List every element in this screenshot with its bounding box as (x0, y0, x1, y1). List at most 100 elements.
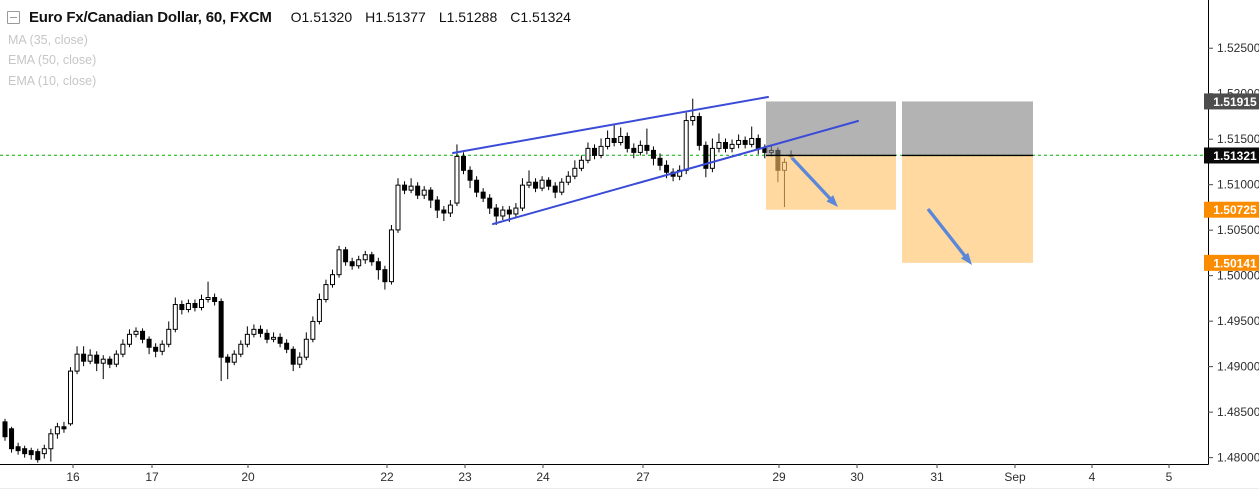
candle-down (140, 330, 146, 340)
candle-up (618, 135, 624, 143)
candle-down (487, 197, 493, 209)
down-arrow-head[interactable] (960, 252, 972, 265)
candle-down (657, 157, 663, 166)
candle-down (15, 446, 21, 452)
time-tick-label: 4 (1089, 470, 1096, 484)
candle-down (61, 426, 67, 430)
time-tick-label: 17 (145, 470, 159, 484)
candle-up (395, 184, 401, 231)
candle-up (716, 141, 722, 149)
price-tag-label: 1.50725 (1213, 203, 1257, 217)
candle-up (729, 143, 735, 149)
candle-down (375, 261, 381, 271)
risk-zone[interactable] (902, 101, 1033, 156)
candle-up (749, 137, 755, 145)
candle-down (179, 304, 185, 311)
price-tag-bg (1204, 93, 1259, 110)
candle-up (356, 259, 362, 267)
price-tick-label: 1.50500 (1217, 223, 1259, 237)
candle-up (166, 328, 172, 345)
candle-down (428, 189, 434, 201)
candle-up (244, 333, 250, 345)
open-value: O1.51320 (290, 9, 353, 25)
price-tick-label: 1.49000 (1217, 360, 1259, 374)
time-tick-label: 31 (930, 470, 944, 484)
price-tag-label: 1.51321 (1213, 149, 1257, 163)
candle-down (153, 346, 159, 352)
price-tag-bg (1204, 254, 1259, 271)
candle-up (48, 433, 54, 450)
wedge-trendlines[interactable] (452, 96, 859, 225)
candle-down (644, 144, 650, 151)
candle-up (683, 120, 689, 171)
candle-down (369, 254, 375, 263)
candle-up (447, 204, 453, 214)
candle-down (533, 181, 539, 189)
candle-up (126, 333, 132, 345)
price-tick-label: 1.51500 (1217, 132, 1259, 146)
candle-up (736, 139, 742, 145)
candle-up (559, 181, 565, 193)
candle-down (107, 358, 113, 365)
candle-down (441, 209, 447, 214)
symbol-title[interactable]: Euro Fx/Canadian Dollar, 60, FXCM (29, 8, 272, 26)
high-value: H1.51377 (365, 9, 426, 25)
price-tick-label: 1.52500 (1217, 41, 1259, 55)
candle-down (192, 303, 198, 309)
projection-boxes[interactable] (766, 101, 1033, 263)
down-arrow-head[interactable] (826, 195, 838, 207)
candle-down (35, 451, 41, 461)
down-arrow-shaft[interactable] (790, 156, 835, 204)
candle-up (388, 229, 394, 283)
candle-up (572, 167, 578, 177)
forecast-arrows[interactable] (790, 156, 972, 265)
trendline[interactable] (452, 96, 769, 154)
indicator-ema10[interactable]: EMA (10, close) (8, 74, 97, 88)
down-arrow-shaft[interactable] (926, 207, 970, 261)
trendline[interactable] (492, 120, 859, 225)
candle-up (500, 209, 506, 217)
candle-up (323, 284, 329, 301)
candle-down (611, 137, 617, 143)
candle-up (133, 330, 139, 335)
chart-legend: Euro Fx/Canadian Dollar, 60, FXCM O1.513… (7, 8, 571, 26)
candle-down (755, 137, 761, 149)
candle-up (421, 189, 427, 196)
reward-zone[interactable] (902, 155, 1033, 263)
time-tick-label: 29 (772, 470, 786, 484)
candle-up (709, 147, 715, 169)
candle-up (87, 354, 93, 362)
collapse-icon[interactable] (7, 10, 20, 24)
candle-down (592, 147, 597, 156)
candle-down (382, 269, 388, 283)
time-axis[interactable]: 16 17 20 22 23 24 27 29 30 31 Sep 4 5 (0, 464, 1209, 484)
time-tick-label: 5 (1166, 470, 1173, 484)
candle-up (605, 137, 611, 147)
price-tick-label: 1.48500 (1217, 405, 1259, 419)
candle-down (415, 185, 421, 196)
candle-up (316, 299, 322, 322)
close-value: C1.51324 (510, 9, 571, 25)
candle-down (723, 141, 728, 149)
candle-up (41, 448, 47, 455)
price-tags: 1.51915 1.51321 1.50725 1.50141 (1204, 93, 1259, 271)
candle-down (22, 448, 28, 455)
time-tick-label: 16 (66, 470, 80, 484)
price-tag-label: 1.51915 (1213, 95, 1257, 109)
time-tick-label: 23 (458, 470, 472, 484)
ohlc-values: O1.51320 H1.51377 L1.51288 C1.51324 (278, 9, 571, 25)
candle-up (539, 179, 545, 189)
time-tick-label: 22 (380, 470, 394, 484)
indicator-ema50[interactable]: EMA (50, close) (8, 53, 97, 67)
bottom-separator (0, 488, 1259, 489)
candle-down (277, 336, 283, 344)
candle-down (9, 428, 15, 450)
indicator-ma35[interactable]: MA (35, close) (8, 33, 88, 47)
candle-up (336, 249, 342, 276)
candle-down (402, 184, 408, 191)
price-axis[interactable]: 1.525001.520001.515001.510001.505001.500… (1208, 0, 1259, 465)
candle-up (100, 358, 106, 364)
time-tick-label: Sep (1004, 470, 1026, 484)
